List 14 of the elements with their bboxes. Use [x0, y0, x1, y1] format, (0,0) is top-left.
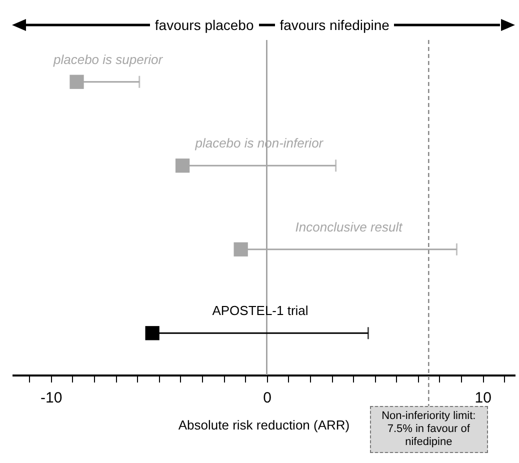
x-tick-label: -10 [40, 390, 62, 406]
point [145, 326, 160, 340]
point [175, 158, 190, 173]
annotation: Inconclusive result [295, 219, 404, 234]
annotation: placebo is superior [52, 52, 164, 67]
x-tick-label: 0 [263, 390, 272, 406]
text: favours nifedipine [274, 16, 394, 34]
text: favours placebo [150, 16, 259, 34]
ref-line-label: Non-inferiority limit: 7.5% in favour of nifedipine [370, 406, 488, 453]
point [70, 74, 84, 89]
x-axis-title: Absolute risk reduction (ARR) [178, 418, 350, 432]
x-tick-label: 10 [474, 390, 492, 406]
annotation: APOSTEL-1 trial [212, 303, 308, 318]
point [234, 242, 248, 256]
